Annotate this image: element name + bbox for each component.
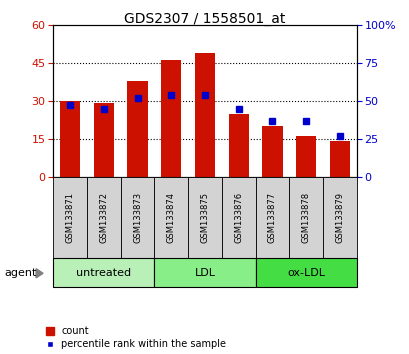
Bar: [289, 177, 322, 258]
Bar: [154, 258, 255, 287]
Text: ox-LDL: ox-LDL: [286, 268, 324, 278]
Text: agent: agent: [4, 268, 36, 278]
Bar: [53, 258, 154, 287]
Bar: [262, 126, 282, 177]
Bar: [120, 177, 154, 258]
Bar: [154, 177, 188, 258]
Text: GSM133879: GSM133879: [335, 192, 344, 243]
Text: GSM133875: GSM133875: [200, 192, 209, 243]
Text: GSM133874: GSM133874: [166, 192, 175, 243]
Text: GSM133872: GSM133872: [99, 192, 108, 243]
Text: GSM133873: GSM133873: [133, 192, 142, 243]
Text: GSM133878: GSM133878: [301, 192, 310, 243]
Bar: [221, 177, 255, 258]
Text: untreated: untreated: [76, 268, 131, 278]
Bar: [228, 114, 248, 177]
Polygon shape: [36, 269, 43, 278]
Text: GSM133876: GSM133876: [234, 192, 243, 243]
Bar: [329, 142, 349, 177]
Legend: count, percentile rank within the sample: count, percentile rank within the sample: [46, 326, 226, 349]
Bar: [94, 103, 114, 177]
Text: LDL: LDL: [194, 268, 215, 278]
Bar: [53, 177, 87, 258]
Bar: [127, 81, 147, 177]
Bar: [322, 177, 356, 258]
Bar: [255, 258, 356, 287]
Text: GSM133877: GSM133877: [267, 192, 276, 243]
Bar: [60, 101, 80, 177]
Bar: [87, 177, 120, 258]
Bar: [295, 136, 315, 177]
Text: GSM133871: GSM133871: [65, 192, 74, 243]
Bar: [255, 177, 289, 258]
Bar: [194, 53, 215, 177]
Bar: [188, 177, 221, 258]
Text: GDS2307 / 1558501_at: GDS2307 / 1558501_at: [124, 12, 285, 27]
Bar: [161, 60, 181, 177]
